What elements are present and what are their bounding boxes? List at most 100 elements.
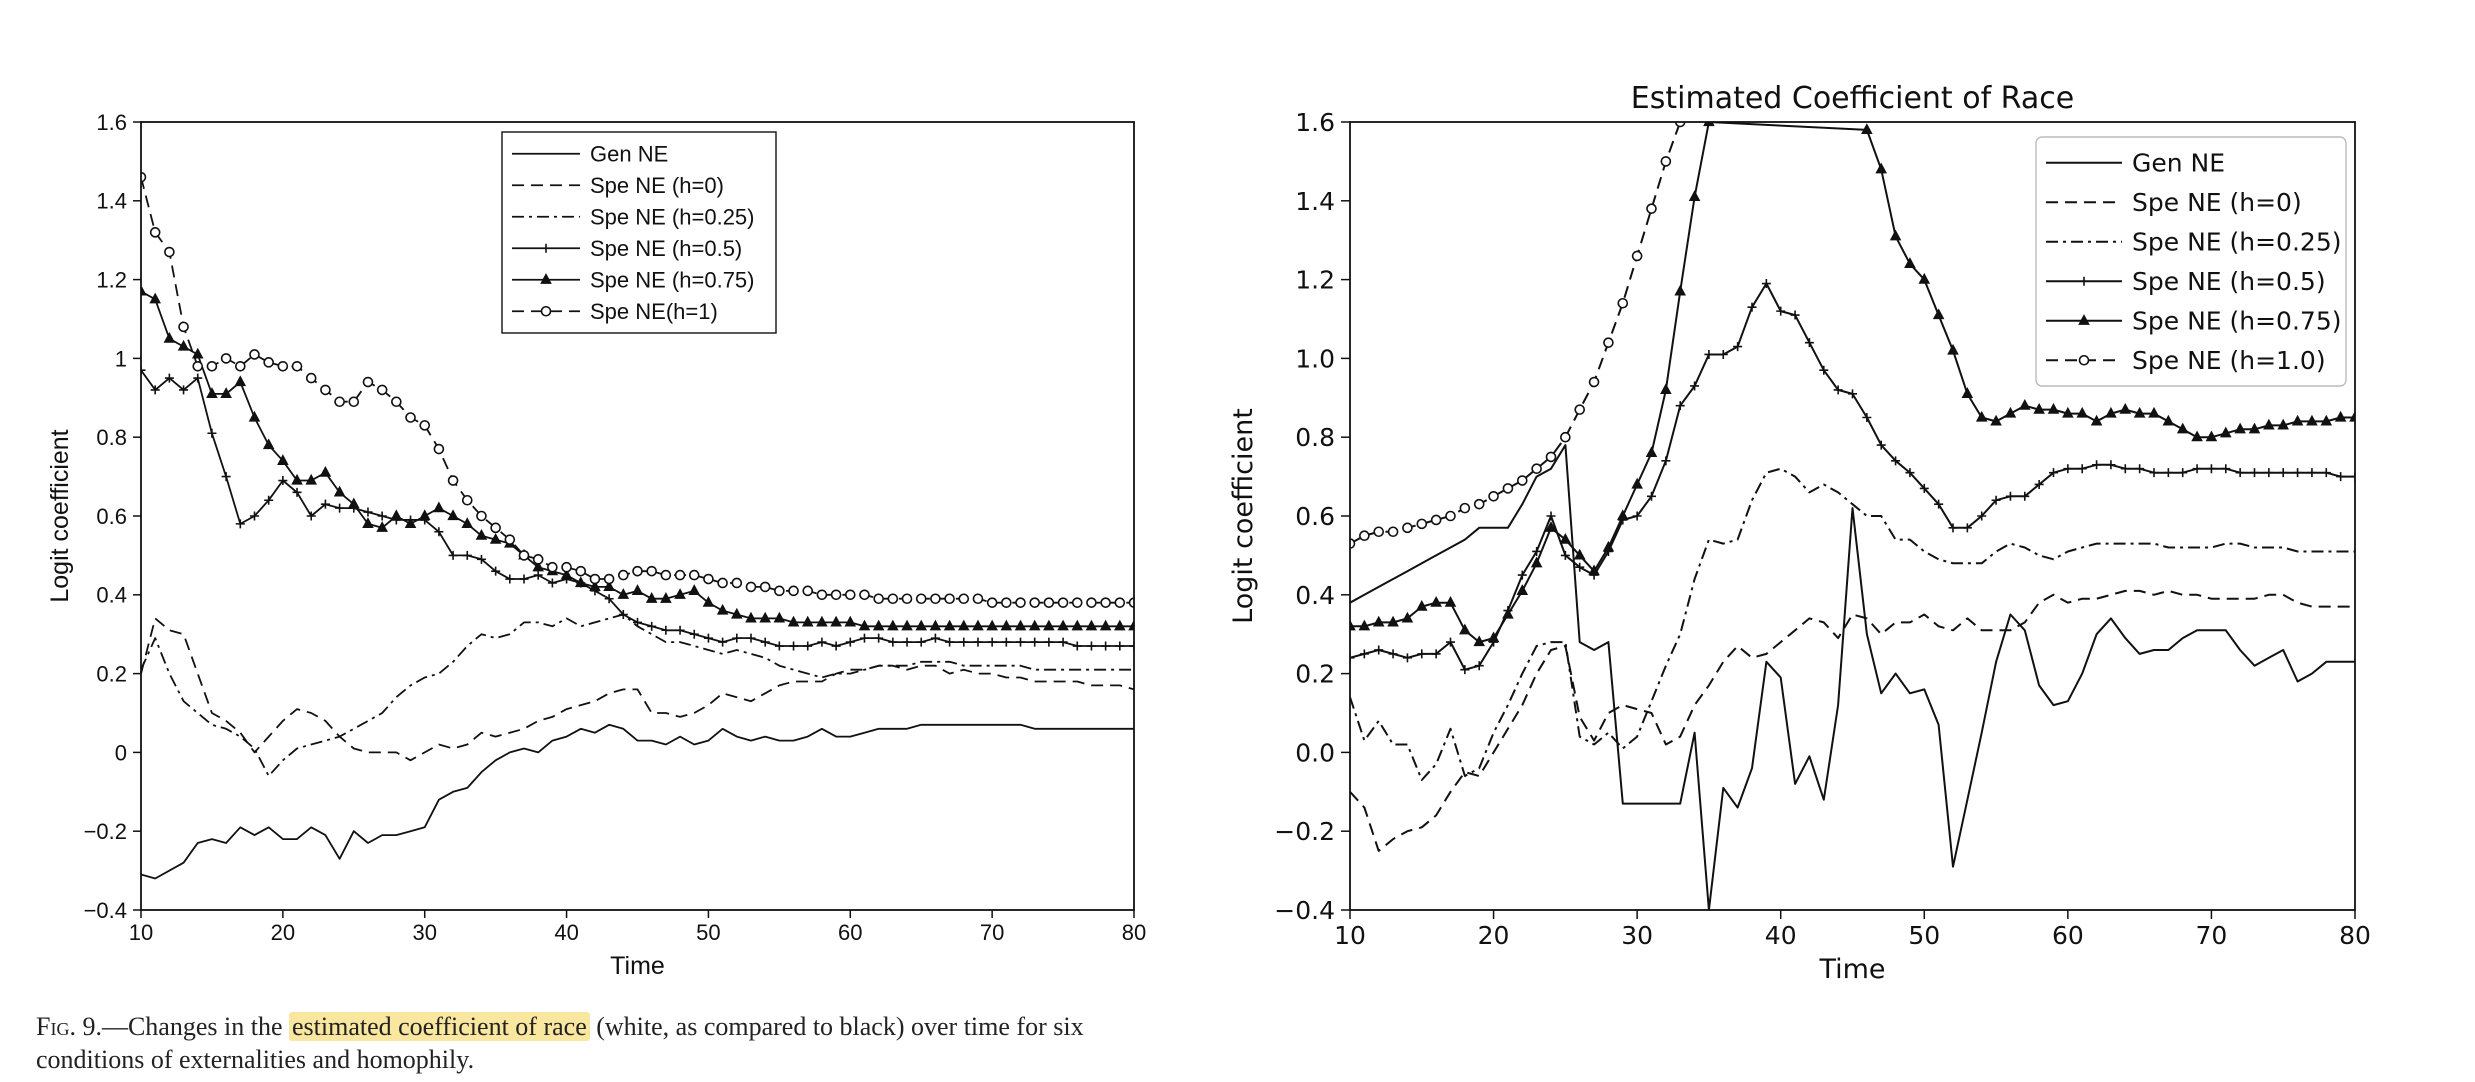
series-group bbox=[141, 171, 1134, 880]
series-line-3 bbox=[1350, 467, 2355, 781]
data-point bbox=[1546, 511, 1556, 521]
data-point bbox=[959, 637, 969, 647]
data-point bbox=[447, 475, 459, 486]
data-point bbox=[2277, 418, 2290, 430]
data-point bbox=[1833, 385, 1843, 395]
data-point bbox=[2062, 406, 2074, 418]
data-point bbox=[617, 588, 630, 599]
data-point bbox=[589, 580, 601, 592]
data-point bbox=[1674, 284, 1687, 296]
data-point bbox=[1904, 257, 1916, 268]
caption-text-pre: —Changes in the bbox=[101, 1012, 283, 1041]
data-point bbox=[1631, 477, 1643, 489]
data-point bbox=[2192, 464, 2202, 474]
data-point bbox=[264, 495, 274, 505]
legend-entry: Spe NE (h=0.25) bbox=[590, 204, 754, 229]
data-point bbox=[816, 615, 828, 627]
data-point bbox=[2090, 414, 2103, 426]
data-point bbox=[1014, 619, 1027, 631]
legend: Gen NE Spe NE (h=0) Spe NE (h=0.25) Spe NE … bbox=[2035, 136, 2347, 387]
data-point bbox=[1431, 649, 1441, 659]
data-point bbox=[1919, 483, 1929, 493]
data-point bbox=[2119, 402, 2132, 414]
data-point bbox=[419, 420, 431, 431]
y-tick-label: 1.4 bbox=[96, 189, 127, 214]
data-point bbox=[292, 487, 302, 497]
data-point bbox=[505, 574, 515, 584]
y-tick-label: 0.6 bbox=[96, 504, 127, 529]
data-point bbox=[476, 510, 487, 522]
data-point bbox=[801, 615, 814, 627]
data-point bbox=[1350, 653, 1355, 663]
data-point bbox=[788, 585, 799, 597]
data-point bbox=[1044, 637, 1054, 647]
data-point bbox=[2248, 422, 2261, 434]
data-point bbox=[1029, 597, 1040, 608]
series-line-2 bbox=[1350, 589, 2355, 852]
data-point bbox=[1086, 597, 1097, 608]
data-point bbox=[207, 428, 217, 438]
x-tick-label: 30 bbox=[412, 920, 436, 945]
data-point bbox=[1761, 279, 1771, 289]
data-point bbox=[461, 517, 474, 528]
legend-entry: Spe NE (h=0.25) bbox=[2132, 228, 2341, 257]
data-point bbox=[141, 284, 147, 296]
data-point bbox=[816, 589, 828, 601]
data-point bbox=[1402, 522, 1413, 534]
data-point bbox=[2306, 414, 2318, 426]
data-point bbox=[489, 532, 502, 544]
data-point bbox=[1603, 337, 1614, 348]
data-point bbox=[1446, 637, 1455, 647]
data-point bbox=[448, 550, 458, 560]
data-point bbox=[1001, 597, 1012, 608]
legend-entry: Spe NE (h=1.0) bbox=[2132, 346, 2326, 375]
data-point bbox=[2250, 468, 2259, 478]
x-tick-label: 70 bbox=[980, 920, 1004, 945]
data-point bbox=[1373, 526, 1385, 538]
data-point bbox=[1977, 511, 1987, 521]
y-tick-label: 1.0 bbox=[1295, 344, 1335, 373]
legend-entry: Spe NE (h=0.5) bbox=[2132, 267, 2326, 296]
data-point bbox=[817, 637, 827, 647]
data-point bbox=[1747, 302, 1757, 312]
data-point bbox=[1560, 431, 1571, 443]
data-point bbox=[902, 637, 912, 647]
y-tick-label: −0.2 bbox=[1274, 817, 1335, 846]
data-point bbox=[462, 550, 472, 560]
data-point bbox=[575, 565, 587, 577]
data-point bbox=[1646, 203, 1657, 214]
data-point bbox=[1015, 597, 1026, 608]
data-point bbox=[702, 595, 715, 607]
data-point bbox=[2034, 479, 2044, 489]
data-point bbox=[1532, 546, 1542, 556]
x-tick-label: 10 bbox=[129, 920, 153, 945]
data-point bbox=[163, 332, 176, 343]
data-point bbox=[192, 360, 204, 372]
data-point bbox=[2293, 468, 2303, 478]
data-point bbox=[1459, 623, 1471, 635]
data-point bbox=[1473, 635, 1486, 647]
data-point bbox=[859, 589, 870, 601]
x-tick-label: 50 bbox=[1908, 921, 1940, 950]
data-point bbox=[1876, 440, 1886, 450]
data-point bbox=[1430, 514, 1442, 526]
data-point bbox=[2148, 406, 2160, 418]
data-point bbox=[844, 589, 856, 601]
data-point bbox=[1086, 641, 1096, 651]
x-tick-label: 20 bbox=[271, 920, 295, 945]
data-point bbox=[589, 573, 601, 585]
data-point bbox=[1575, 562, 1585, 572]
data-point bbox=[1617, 297, 1629, 309]
legend-entry: Gen NE bbox=[590, 141, 668, 166]
legend-entry: Spe NE (h=0.75) bbox=[2132, 307, 2341, 336]
data-point bbox=[1733, 342, 1743, 352]
data-point bbox=[1071, 597, 1083, 608]
data-point bbox=[2105, 406, 2117, 418]
data-point bbox=[1058, 637, 1068, 647]
series-group bbox=[1350, 122, 2355, 910]
data-point bbox=[532, 560, 544, 572]
chart-2: Estimated Coefficient of Race 10 20 30 40 50 6… bbox=[1228, 81, 2371, 985]
data-point bbox=[2264, 468, 2274, 478]
data-point bbox=[603, 573, 615, 585]
data-point bbox=[141, 365, 146, 375]
